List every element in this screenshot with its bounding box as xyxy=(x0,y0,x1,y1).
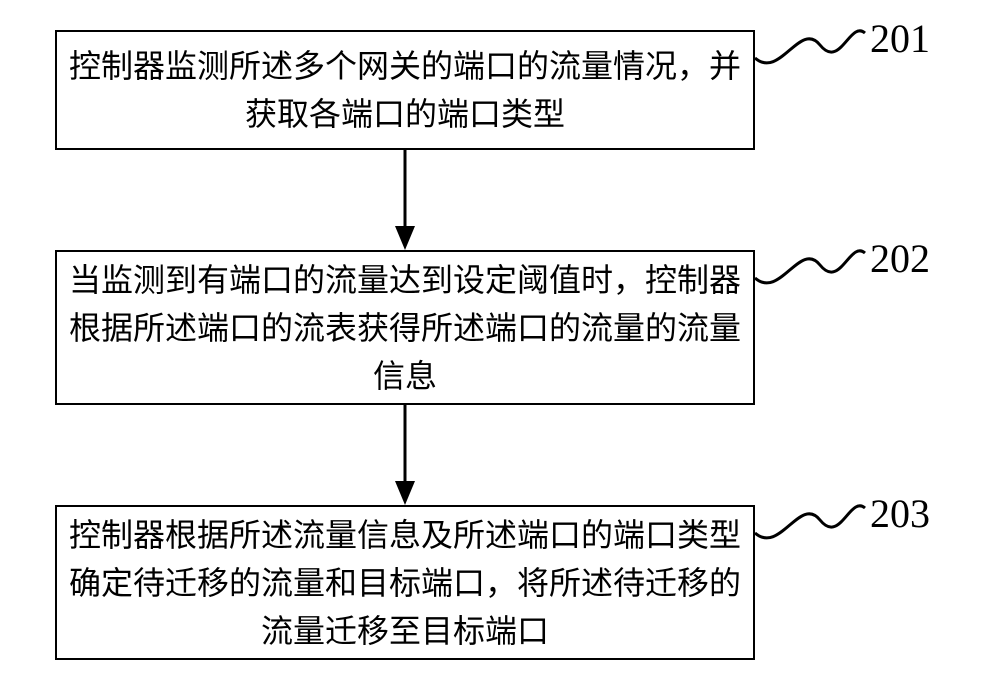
flowchart-canvas: 控制器监测所述多个网关的端口的流量情况，并获取各端口的端口类型 当监测到有端口的… xyxy=(0,0,1000,685)
arrow-2-to-3 xyxy=(0,0,1000,685)
